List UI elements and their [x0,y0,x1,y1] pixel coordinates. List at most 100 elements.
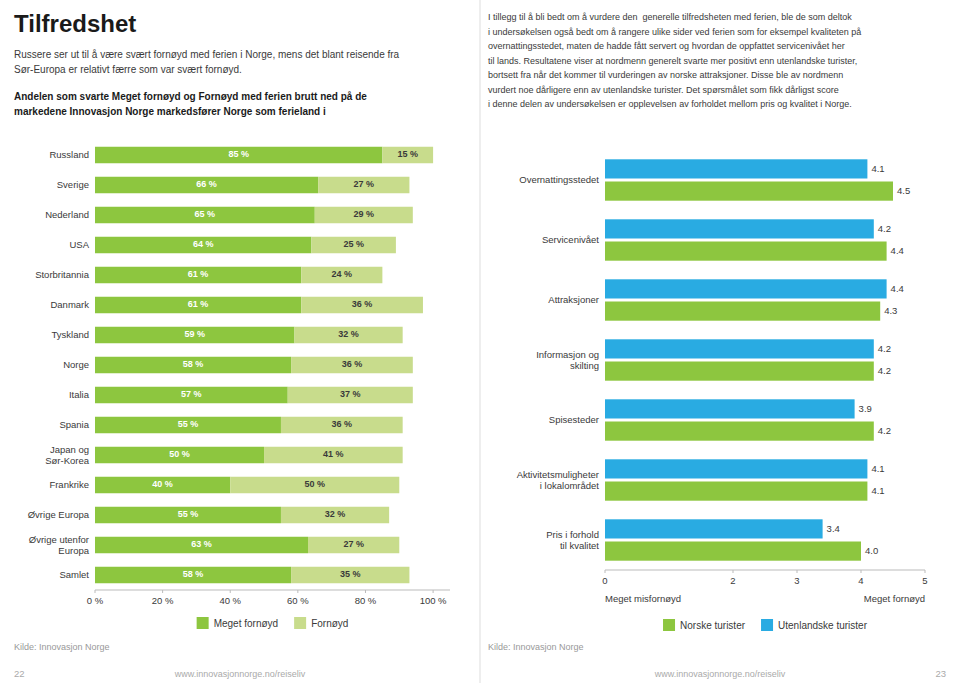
tick-label: 5 [922,575,927,586]
tick-label: 100 % [420,595,447,606]
legend-entry: Norske turister [680,620,746,631]
axis-end-label: Meget fornøyd [864,593,925,604]
category-label: Frankrike [49,479,89,490]
tick-label: 40 % [219,595,241,606]
source: Kilde: Innovasjon Norge [14,642,110,652]
bar-segment [95,237,311,254]
bars [95,147,433,584]
data-label: 57 % [181,389,202,399]
data-label: 4.1 [871,485,884,496]
category-label: Servicenivået [542,234,599,245]
data-label: 4.2 [878,222,891,233]
page-number: 23 [935,668,946,679]
data-label: 4.1 [871,462,884,473]
category-label: Danmark [50,299,89,310]
bar-segment [294,327,402,344]
bar-segment [382,147,433,164]
bar-segment [301,267,382,284]
data-label: 15 % [397,149,418,159]
category-label: USA [69,239,89,250]
category-label: Øvrige Europa [28,509,90,520]
data-label: 32 % [338,329,359,339]
bar [605,482,867,501]
subtitle: I tillegg til å bli bedt om å vurdere de… [488,12,861,109]
legend-swatch [197,617,209,629]
data-label: 40 % [152,479,173,489]
category-label: Nederland [45,209,89,220]
legend-swatch [294,617,306,629]
x-axis [605,570,925,571]
tick-mark [925,570,926,573]
tick-mark [297,590,298,593]
data-label: 58 % [183,569,204,579]
tick-mark [365,590,366,593]
data-label: 61 % [188,269,209,279]
bar-segment [95,387,288,404]
data-label: 36 % [332,419,353,429]
category-label: Sverige [57,179,89,190]
bar-segment [281,417,403,434]
category-label: Informasjon ogskilting [536,348,599,370]
bars [605,159,893,560]
tick-label: 0 [602,575,607,586]
tick-label: 2 [730,575,735,586]
bar-segment [281,507,389,524]
data-label: 4.2 [878,365,891,376]
bar-segment [288,387,413,404]
data-labels: 4.54.14.44.24.34.44.24.24.23.94.14.14.03… [827,162,911,555]
bar [605,182,893,201]
bar-segment [301,297,423,314]
bar-segment [95,177,318,194]
source: Kilde: Innovasjon Norge [488,642,584,652]
category-label: Italia [69,389,90,400]
bar [605,159,867,178]
bar [605,302,880,321]
bar-segment [95,267,301,284]
data-label: 24 % [332,269,353,279]
page: 85 %15 %66 %27 %65 %29 %64 %25 %61 %24 %… [0,0,960,683]
tick-label: 60 % [287,595,309,606]
bar-segment [95,357,291,374]
url: www.innovasjonnorge.no/reiseliv [654,669,786,679]
data-label: 4.1 [871,162,884,173]
category-label: Spania [59,419,89,430]
background [0,0,960,683]
tick-mark [95,590,96,593]
tick-mark [162,590,163,593]
bar-segment [95,147,382,164]
tick-mark [733,570,734,573]
bar [605,519,823,538]
tick-label: 20 % [152,595,174,606]
tick-mark [433,590,434,593]
axis-end-label: Meget misfornøyd [605,593,681,604]
category-label: Spisesteder [549,414,599,425]
legend: Norske turisterUtenlandske turister [663,619,868,631]
data-label: 58 % [183,359,204,369]
category-label: Aktivitetsmuligheteri lokalområdet [517,468,600,490]
bar-segment [308,537,399,554]
legend: Meget fornøydFornøyd [197,617,349,629]
category-label: Pris i forholdtil kvalitet [546,528,599,550]
data-label: 35 % [340,569,361,579]
bar-segment [95,447,264,464]
bar [605,362,874,381]
data-label: 64 % [193,239,214,249]
bar-segment [95,507,281,524]
bar-segment [315,207,413,224]
category-label: Øvrige utenforEuropa [29,533,90,555]
title: Tilfredshet [14,10,136,37]
bar [605,399,855,418]
bar-segment [264,447,403,464]
data-label: 4.0 [865,545,878,556]
tick-mark [861,570,862,573]
category-label: Storbritannia [35,269,90,280]
bar-segment [95,327,294,344]
data-label: 50 % [305,479,326,489]
category-label: Overnattingsstedet [519,174,599,185]
legend-swatch [761,619,773,631]
legend-entry: Meget fornøyd [214,618,278,629]
divider [480,0,481,683]
category-label: Tyskland [52,329,90,340]
data-label: 55 % [178,419,199,429]
bar-segment [291,357,413,374]
